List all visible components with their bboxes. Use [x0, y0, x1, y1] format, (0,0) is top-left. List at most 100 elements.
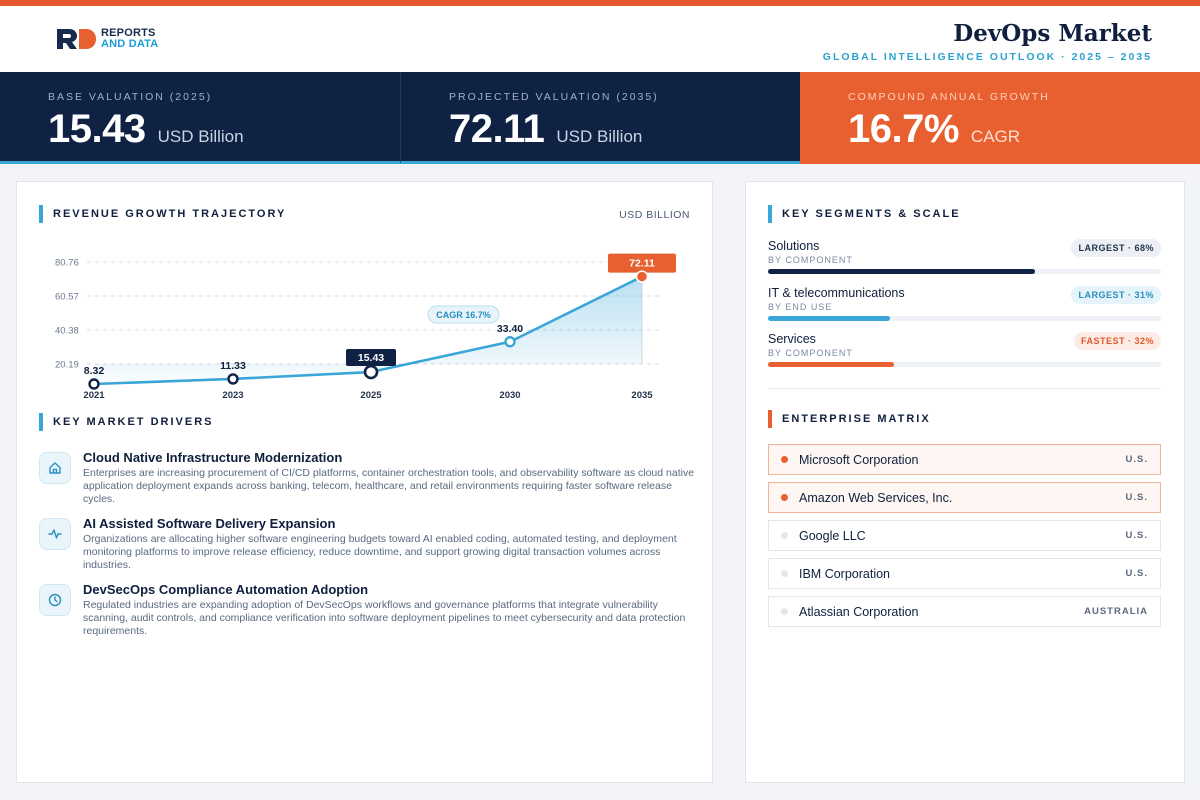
kpi-value: 72.11 — [449, 107, 545, 151]
top-accent-bar — [0, 0, 1200, 6]
segment-badge: LARGEST · 31% — [1071, 286, 1161, 304]
data-label: 15.43 — [358, 352, 384, 364]
final-value-tag — [608, 253, 676, 273]
segment-name: Services — [768, 332, 816, 346]
drivers-list: Cloud Native Infrastructure Modernizatio… — [39, 450, 699, 648]
kpi-value: 16.7% — [848, 107, 959, 151]
company-country: AUSTRALIA — [1084, 606, 1148, 617]
segments-panel: KEY SEGMENTS & SCALE Solutions BY COMPON… — [745, 181, 1185, 783]
driver-description: Organizations are allocating higher soft… — [83, 533, 677, 571]
segment-badge: FASTEST · 32% — [1073, 332, 1161, 350]
company-row[interactable]: IBM Corporation U.S. — [768, 558, 1161, 589]
section-accent-bar — [768, 205, 772, 223]
segments-section-title: KEY SEGMENTS & SCALE — [782, 208, 961, 220]
kpi-row: BASE VALUATION (2025) 15.43 USD Billion … — [0, 72, 1200, 164]
title-block: DevOps Market GLOBAL INTELLIGENCE OUTLOO… — [823, 20, 1152, 63]
data-point — [635, 270, 649, 283]
company-dot — [781, 456, 788, 463]
matrix-section-header: ENTERPRISE MATRIX — [768, 410, 931, 428]
market-overview-panel: REVENUE GROWTH TRAJECTORY USD BILLION 20… — [16, 181, 713, 783]
segment-item: Services BY COMPONENT FASTEST · 32% — [768, 332, 1161, 367]
data-label: 33.40 — [497, 323, 523, 335]
section-accent-bar — [39, 413, 43, 431]
company-row[interactable]: Google LLC U.S. — [768, 520, 1161, 551]
kpi-value: 15.43 — [48, 107, 146, 151]
data-label: 72.11 — [629, 258, 655, 270]
data-point — [88, 378, 100, 390]
cagr-pill-label: CAGR 16.7% — [436, 310, 491, 320]
clock-icon — [39, 584, 71, 616]
section-accent-bar — [768, 410, 772, 428]
kpi-unit: USD Billion — [157, 127, 244, 146]
y-tick-label: 80.76 — [55, 258, 79, 269]
company-row[interactable]: Microsoft Corporation U.S. — [768, 444, 1161, 475]
data-point — [504, 336, 516, 348]
segment-category: BY END USE — [768, 302, 833, 312]
driver-title: DevSecOps Compliance Automation Adoption — [83, 582, 369, 597]
company-country: U.S. — [1125, 568, 1148, 579]
x-tick-label: 2021 — [83, 390, 105, 401]
driver-title: Cloud Native Infrastructure Modernizatio… — [83, 450, 343, 465]
data-label: 11.33 — [220, 360, 246, 372]
segment-track — [768, 269, 1161, 274]
data-point — [363, 364, 379, 380]
section-divider — [768, 388, 1161, 389]
segment-fill — [768, 316, 890, 321]
kpi-label: BASE VALUATION (2025) — [48, 91, 213, 103]
brand-logo[interactable]: REPORTS AND DATA — [55, 28, 158, 50]
x-tick-label: 2030 — [499, 390, 520, 401]
home-icon — [39, 452, 71, 484]
activity-icon — [39, 518, 71, 550]
driver-item: Cloud Native Infrastructure Modernizatio… — [39, 450, 699, 516]
kpi-base-valuation: BASE VALUATION (2025) 15.43 USD Billion — [0, 72, 400, 164]
segment-track — [768, 316, 1161, 321]
kpi-projected-valuation: PROJECTED VALUATION (2035) 72.11 USD Bil… — [400, 72, 800, 164]
revenue-section-title: REVENUE GROWTH TRAJECTORY — [53, 208, 287, 220]
segment-badge: LARGEST · 68% — [1071, 239, 1161, 257]
section-accent-bar — [39, 205, 43, 223]
segment-fill — [768, 362, 894, 367]
data-label: 8.32 — [84, 365, 105, 377]
page-title: DevOps Market — [953, 20, 1152, 47]
company-row[interactable]: Amazon Web Services, Inc. U.S. — [768, 482, 1161, 513]
company-dot — [781, 570, 788, 577]
driver-item: AI Assisted Software Delivery Expansion … — [39, 516, 699, 582]
area-fill — [94, 276, 642, 384]
page-subtitle: GLOBAL INTELLIGENCE OUTLOOK · 2025 – 203… — [822, 51, 1152, 63]
kpi-unit: CAGR — [970, 127, 1021, 146]
x-tick-label: 2035 — [631, 390, 653, 401]
segment-name: IT & telecommunications — [768, 286, 905, 300]
segment-fill — [768, 269, 1036, 274]
cagr-pill — [427, 305, 500, 324]
x-tick-label: 2023 — [222, 390, 243, 401]
kpi-label: COMPOUND ANNUAL GROWTH — [848, 91, 1050, 103]
driver-description: Regulated industries are expanding adopt… — [83, 599, 686, 637]
logo-wordmark: REPORTS AND DATA — [101, 28, 158, 50]
revenue-section-header: REVENUE GROWTH TRAJECTORY — [39, 205, 286, 223]
drivers-section-header: KEY MARKET DRIVERS — [39, 413, 213, 431]
company-country: U.S. — [1125, 454, 1148, 465]
segment-name: Solutions — [768, 239, 820, 253]
matrix-section-title: ENTERPRISE MATRIX — [782, 413, 931, 425]
company-country: U.S. — [1125, 492, 1148, 503]
segment-item: IT & telecommunications BY END USE LARGE… — [768, 286, 1161, 321]
segment-category: BY COMPONENT — [768, 348, 853, 358]
segments-section-header: KEY SEGMENTS & SCALE — [768, 205, 961, 223]
company-dot — [781, 532, 788, 539]
company-name: IBM Corporation — [799, 566, 891, 581]
base-value-tag — [346, 349, 396, 367]
kpi-cagr: COMPOUND ANNUAL GROWTH 16.7% CAGR — [800, 72, 1200, 164]
logo-line-1: REPORTS — [101, 27, 156, 39]
segment-category: BY COMPONENT — [768, 255, 853, 265]
company-dot — [781, 494, 788, 501]
logo-line-2: AND DATA — [101, 38, 159, 50]
company-row[interactable]: Atlassian Corporation AUSTRALIA — [768, 596, 1161, 627]
y-tick-label: 40.38 — [55, 326, 79, 337]
logo-icon — [57, 29, 96, 49]
company-name: Google LLC — [799, 528, 866, 543]
driver-item: DevSecOps Compliance Automation Adoption… — [39, 582, 699, 648]
chart-unit-label: USD BILLION — [619, 209, 690, 221]
driver-description: Enterprises are increasing procurement o… — [83, 467, 695, 505]
company-name: Atlassian Corporation — [799, 604, 919, 619]
data-point — [227, 373, 239, 385]
